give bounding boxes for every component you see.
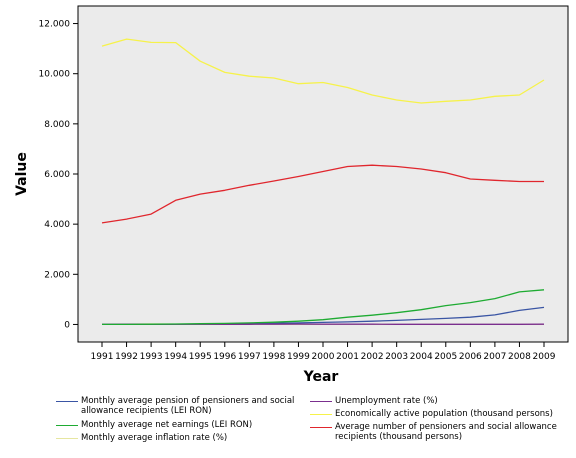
legend-label-unemployment: Unemployment rate (%) <box>335 396 438 406</box>
x-tick-label: 1994 <box>164 352 187 362</box>
y-tick-label: 12.000 <box>39 20 71 30</box>
legend-label-pension: Monthly average pension of pensioners an… <box>81 396 295 416</box>
legend-item-net-earnings: Monthly average net earnings (LEI RON) <box>56 420 296 430</box>
legend: Monthly average pension of pensioners an… <box>56 390 566 452</box>
x-tick-label: 1999 <box>287 352 310 362</box>
y-axis: 0 2.000 4.000 6.000 8.000 10.000 12.000 <box>39 20 78 330</box>
plot-area <box>77 5 569 343</box>
legend-item-unemployment: Unemployment rate (%) <box>310 396 566 406</box>
legend-swatch-net-earnings <box>56 425 78 426</box>
legend-item-pension: Monthly average pension of pensioners an… <box>56 396 296 416</box>
y-axis-title: Value <box>14 152 30 196</box>
legend-swatch-inflation <box>56 438 78 439</box>
x-tick-label: 1991 <box>91 352 114 362</box>
legend-item-active-population: Economically active population (thousand… <box>310 409 566 419</box>
legend-item-inflation: Monthly average inflation rate (%) <box>56 433 296 443</box>
x-tick-label: 1995 <box>189 352 212 362</box>
x-tick-label: 1993 <box>140 352 163 362</box>
x-tick-label: 1992 <box>115 352 138 362</box>
x-axis: 1991 1992 1993 1994 1995 1996 1997 1998 1999 2000… <box>91 342 556 362</box>
y-tick-label: 10.000 <box>39 70 71 80</box>
x-tick-label: 1996 <box>213 352 236 362</box>
x-tick-label: 1998 <box>262 352 285 362</box>
y-tick-label: 4.000 <box>44 220 70 230</box>
legend-label-inflation: Monthly average inflation rate (%) <box>81 433 228 443</box>
y-tick-label: 8.000 <box>44 120 70 130</box>
x-tick-label: 2001 <box>336 352 359 362</box>
legend-swatch-active-population <box>310 414 332 415</box>
x-tick-label: 2009 <box>533 352 556 362</box>
y-tick-label: 2.000 <box>44 270 70 280</box>
series-line-economically-active-population-thousand- <box>101 38 545 104</box>
legend-label-net-earnings: Monthly average net earnings (LEI RON) <box>81 420 253 430</box>
y-tick-label: 0 <box>64 320 70 330</box>
legend-swatch-unemployment <box>310 401 332 402</box>
legend-swatch-pensioners-count <box>310 427 332 428</box>
x-tick-label: 2006 <box>459 352 482 362</box>
x-tick-label: 2005 <box>434 352 457 362</box>
y-tick-label: 6.000 <box>44 170 70 180</box>
legend-label-active-population: Economically active population (thousand… <box>335 409 553 419</box>
legend-item-pensioners-count: Average number of pensioners and social … <box>310 422 566 442</box>
series-line-monthly-average-net-earnings-lei-ron <box>102 289 545 326</box>
x-tick-label: 2007 <box>483 352 506 362</box>
x-tick-label: 2004 <box>410 352 433 362</box>
legend-label-pensioners-count: Average number of pensioners and social … <box>335 422 557 442</box>
x-tick-label: 2003 <box>385 352 408 362</box>
series-line-average-number-of-pensioners-and-social- <box>101 164 544 224</box>
x-tick-label: 2000 <box>312 352 335 362</box>
x-tick-label: 2008 <box>508 352 531 362</box>
x-tick-label: 2002 <box>361 352 384 362</box>
x-axis-title: Year <box>303 369 339 385</box>
series-lines <box>101 38 545 326</box>
x-tick-label: 1997 <box>238 352 261 362</box>
legend-swatch-pension <box>56 401 78 402</box>
